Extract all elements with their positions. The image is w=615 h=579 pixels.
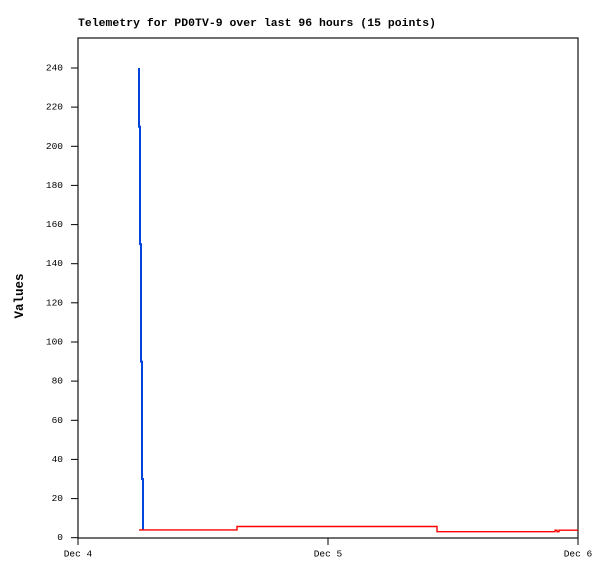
svg-text:40: 40 [52, 454, 64, 465]
svg-text:100: 100 [46, 337, 63, 348]
svg-text:0: 0 [57, 532, 63, 543]
svg-text:Dec 4: Dec 4 [64, 549, 93, 560]
svg-text:Values: Values [13, 273, 27, 318]
svg-text:200: 200 [46, 141, 63, 152]
svg-text:Dec 6: Dec 6 [564, 549, 593, 560]
svg-text:20: 20 [52, 493, 64, 504]
svg-text:80: 80 [52, 376, 64, 387]
svg-text:Dec 5: Dec 5 [314, 549, 343, 560]
svg-text:60: 60 [52, 415, 64, 426]
svg-text:220: 220 [46, 102, 63, 113]
svg-text:140: 140 [46, 258, 63, 269]
svg-text:120: 120 [46, 297, 63, 308]
svg-text:180: 180 [46, 180, 63, 191]
svg-text:160: 160 [46, 219, 63, 230]
svg-text:240: 240 [46, 63, 63, 74]
